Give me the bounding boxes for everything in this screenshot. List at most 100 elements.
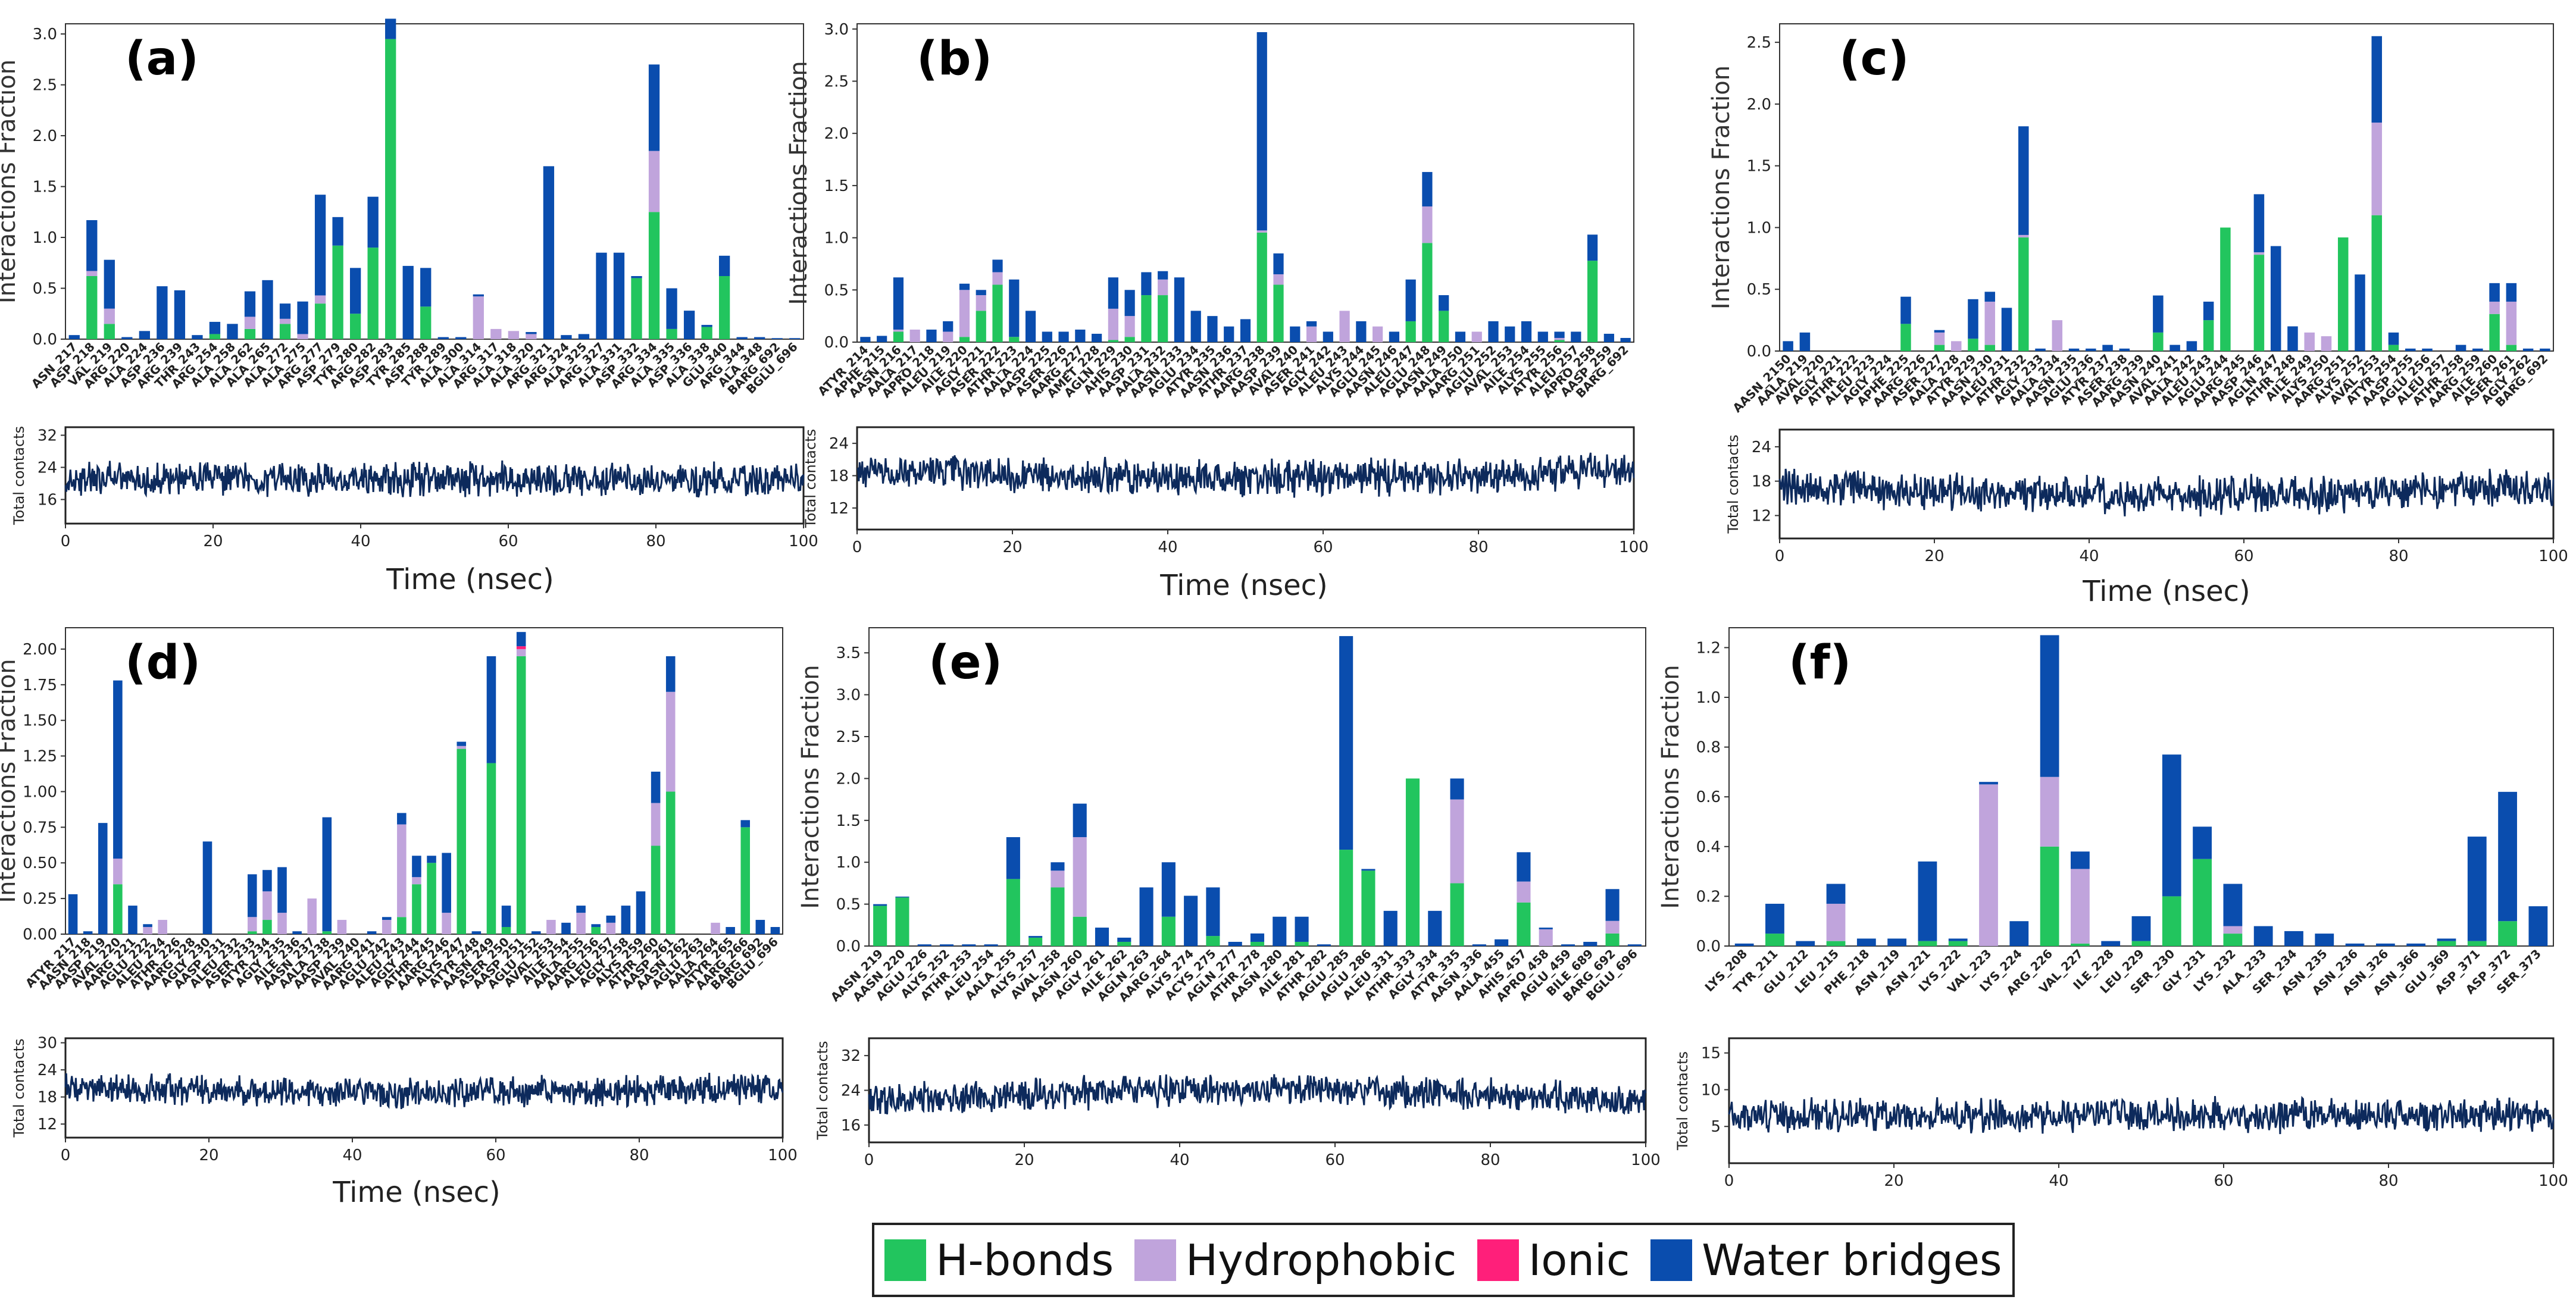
bar-segment bbox=[158, 920, 167, 934]
bar-segment bbox=[244, 328, 256, 339]
bar-segment bbox=[1887, 938, 1907, 946]
y-tick-label: 0.25 bbox=[23, 890, 57, 908]
bar-segment bbox=[877, 336, 887, 342]
bar-segment bbox=[113, 859, 123, 885]
bar-segment bbox=[755, 920, 765, 934]
bar-segment bbox=[576, 906, 586, 913]
bar-segment bbox=[83, 931, 93, 934]
y-tick-label: 2.0 bbox=[824, 125, 849, 143]
bar-segment bbox=[606, 922, 616, 934]
bar-segment bbox=[1554, 331, 1565, 338]
x-tick-label: 100 bbox=[1619, 538, 1649, 556]
bar-segment bbox=[1250, 941, 1265, 946]
y-tick-label: 0.5 bbox=[33, 280, 57, 298]
bar-segment bbox=[1306, 326, 1317, 342]
y-tick-label: 3.5 bbox=[836, 644, 861, 662]
bar-segment bbox=[1051, 870, 1065, 888]
bar-segment bbox=[402, 265, 414, 339]
bar-segment bbox=[2284, 931, 2303, 946]
bar-segment bbox=[893, 331, 904, 342]
x-tick-label: 80 bbox=[2378, 1172, 2398, 1190]
bar-segment bbox=[2371, 36, 2383, 123]
bar-segment bbox=[1290, 326, 1300, 342]
y-tick-label: 0.4 bbox=[1696, 838, 1721, 856]
bar-segment bbox=[248, 874, 257, 917]
bar-segment bbox=[1158, 295, 1168, 342]
contacts-y-tick-label: 32 bbox=[37, 427, 57, 445]
x-axis-label: Time (nsec) bbox=[1159, 569, 1328, 602]
y-axis-label: Interactions Fraction bbox=[1657, 665, 1684, 909]
bar-segment bbox=[1228, 941, 1242, 946]
bar-segment bbox=[1323, 331, 1333, 342]
bar-segment bbox=[1124, 316, 1135, 337]
y-tick-label: 0.50 bbox=[23, 854, 57, 872]
bar-segment bbox=[471, 931, 482, 934]
contacts-y-tick-label: 24 bbox=[1752, 439, 1771, 456]
bar-segment bbox=[427, 856, 436, 863]
bar-segment bbox=[2388, 344, 2399, 351]
bar-segment bbox=[591, 924, 601, 928]
bar-segment bbox=[2437, 938, 2456, 941]
bar-segment bbox=[262, 870, 272, 892]
bar-segment bbox=[2153, 295, 2164, 333]
bar-segment bbox=[457, 746, 467, 749]
bar-segment bbox=[2455, 344, 2466, 351]
bar-segment bbox=[248, 917, 257, 932]
bar-segment bbox=[959, 337, 970, 342]
bar-segment bbox=[382, 920, 392, 934]
bar-segment bbox=[2287, 326, 2298, 351]
bar-segment bbox=[1256, 232, 1267, 342]
bar-segment bbox=[1273, 253, 1284, 274]
bar-segment bbox=[427, 863, 436, 934]
y-tick-label: 1.5 bbox=[33, 178, 57, 196]
bar-segment bbox=[992, 259, 1003, 273]
bar-segment bbox=[501, 927, 511, 934]
x-tick-label: 40 bbox=[2049, 1172, 2068, 1190]
bar-segment bbox=[385, 39, 396, 339]
bar-segment bbox=[1117, 941, 1131, 946]
bar-segment bbox=[648, 212, 660, 339]
bar-segment bbox=[2131, 916, 2151, 941]
bar-segment bbox=[665, 791, 676, 934]
bar-segment bbox=[420, 268, 432, 307]
bar-segment bbox=[2203, 320, 2214, 351]
bar-segment bbox=[1826, 903, 1846, 941]
bar-segment bbox=[1539, 928, 1553, 929]
bar-segment bbox=[631, 276, 642, 278]
bar-segment bbox=[277, 913, 287, 934]
y-tick-label: 2.00 bbox=[23, 641, 57, 659]
contacts-plot-frame bbox=[1778, 428, 2555, 540]
bar-segment bbox=[1587, 234, 1598, 261]
bar-segment bbox=[113, 884, 123, 934]
bar-segment bbox=[893, 329, 904, 332]
y-tick-label: 0.0 bbox=[33, 331, 57, 349]
x-tick-label: 100 bbox=[768, 1147, 798, 1164]
bar-segment bbox=[307, 898, 317, 934]
y-tick-label: 0.75 bbox=[23, 819, 57, 837]
bar-segment bbox=[1073, 803, 1087, 837]
x-tick-label: 20 bbox=[1014, 1151, 1034, 1169]
bar-segment bbox=[104, 324, 115, 339]
contacts-y-tick-label: 12 bbox=[829, 500, 849, 518]
bar-segment bbox=[648, 151, 660, 212]
bar-segment bbox=[926, 329, 937, 342]
bar-segment bbox=[397, 824, 407, 917]
bar-segment bbox=[959, 290, 970, 337]
bar-segment bbox=[1158, 279, 1168, 296]
y-tick-label: 2.5 bbox=[836, 728, 861, 746]
bar-segment bbox=[2405, 348, 2416, 351]
bar-plot-frame bbox=[1728, 627, 2554, 947]
bar-segment bbox=[1422, 172, 1433, 206]
bar-segment bbox=[992, 284, 1003, 342]
bar-segment bbox=[128, 906, 137, 934]
bar-segment bbox=[1627, 944, 1642, 946]
contacts-y-tick-label: 32 bbox=[841, 1047, 861, 1065]
bar-segment bbox=[1984, 292, 1996, 302]
bar-segment bbox=[2223, 934, 2243, 946]
bar-segment bbox=[104, 259, 115, 309]
x-tick-label: 40 bbox=[351, 533, 370, 550]
legend-item-hbonds: H-bonds bbox=[884, 1235, 1114, 1285]
bar-segment bbox=[2253, 255, 2265, 351]
bar-segment bbox=[959, 283, 970, 290]
bar-segment bbox=[596, 252, 607, 339]
